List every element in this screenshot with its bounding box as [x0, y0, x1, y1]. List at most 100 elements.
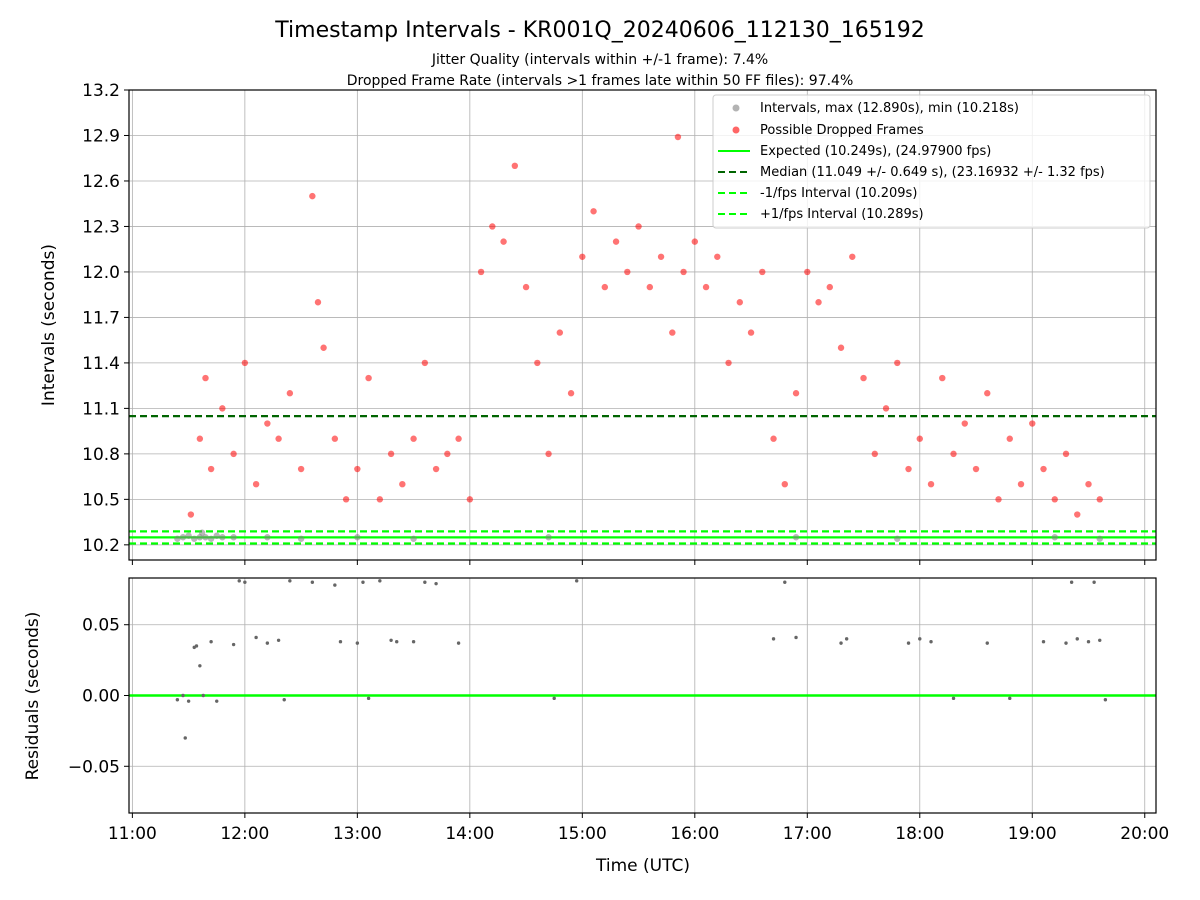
x-tick-label: 19:00 [1008, 824, 1057, 844]
residual-point [310, 580, 315, 584]
dropped-frame-point [444, 450, 451, 458]
residual-point [194, 644, 199, 648]
residuals-y-ticks: −0.05 0.00 0.05 [68, 616, 129, 777]
residual-point [411, 640, 416, 644]
residual-point [1075, 637, 1079, 641]
dropped-frame-point [320, 344, 327, 351]
residual-point [1069, 580, 1074, 584]
chart-title: Timestamp Intervals - KR001Q_20240606_11… [274, 18, 924, 43]
dropped-frame-point [691, 238, 699, 245]
dropped-frame-point [916, 435, 923, 442]
dropped-frame-point [500, 238, 507, 245]
residual-point [1008, 696, 1012, 701]
dropped-frame-point [702, 283, 710, 291]
residual-point [366, 696, 371, 701]
dropped-frame-point [466, 496, 474, 503]
dropped-frame-point [556, 329, 564, 336]
residual-point [906, 641, 911, 645]
dropped-frame-point [837, 344, 845, 351]
dropped-frame-point [1074, 511, 1081, 518]
intervals-y-tick-label: 12.9 [82, 126, 120, 146]
legend-label-plus-fps: +1/fps Interval (10.289s) [760, 207, 924, 222]
residuals-y-axis-label: Residuals (seconds) [23, 612, 43, 781]
dropped-frame-point [635, 223, 642, 230]
residual-point [574, 579, 579, 583]
intervals-panel: 10.2 10.5 10.8 11.1 11.4 11.7 12.0 12.3 12.6 12.9… [39, 81, 1157, 565]
residual-point [361, 580, 365, 584]
residual-point [186, 699, 191, 703]
interval-point [179, 534, 187, 541]
dropped-frame-point [187, 511, 195, 518]
residual-point [231, 642, 236, 647]
legend-label-minus-fps: -1/fps Interval (10.209s) [760, 186, 917, 201]
dropped-frame-point [781, 480, 788, 488]
residuals-y-tick-label: 0.00 [82, 687, 120, 707]
residual-point [1103, 698, 1108, 702]
interval-point [354, 534, 361, 541]
interval-point [894, 535, 901, 542]
dropped-frame-point [1062, 450, 1070, 458]
dropped-frame-points [187, 133, 1103, 518]
dropped-frame-point [489, 223, 496, 230]
dropped-frame-point [511, 162, 519, 170]
dropped-frame-point [984, 390, 991, 397]
residual-point [918, 637, 922, 641]
interval-point [1096, 535, 1103, 542]
residual-point [183, 736, 187, 740]
dropped-frame-point [905, 465, 912, 473]
dropped-frame-point [196, 435, 204, 442]
dropped-frame-point [286, 390, 294, 397]
residual-point [198, 664, 202, 668]
dropped-frame-point [714, 253, 721, 260]
intervals-y-tick-label: 12.6 [82, 172, 120, 192]
dropped-frame-point [961, 420, 968, 427]
intervals-y-tick-label: 10.2 [82, 536, 120, 556]
dropped-frame-point [207, 465, 215, 473]
dropped-frame-point [354, 465, 361, 473]
legend-label-dropped: Possible Dropped Frames [760, 123, 924, 138]
x-tick-label: 20:00 [1120, 824, 1169, 844]
dropped-frame-point [657, 253, 665, 260]
residual-point [338, 640, 343, 644]
residual-point [355, 641, 360, 645]
dropped-frame-point [894, 359, 901, 367]
intervals-x-ticks [131, 560, 1146, 565]
legend-label-median: Median (11.049 +/- 0.649 s), (23.16932 +… [760, 165, 1105, 180]
residual-point [243, 580, 247, 584]
x-tick-label: 18:00 [895, 824, 944, 844]
dropped-frame-point [230, 450, 237, 458]
interval-point [297, 535, 305, 542]
dropped-frame-point [927, 480, 935, 488]
dropped-frame-point [950, 450, 957, 458]
dropped-frame-point [1029, 420, 1036, 427]
interval-point [174, 535, 181, 542]
residual-point [254, 635, 258, 640]
dropped-frame-point [624, 268, 631, 276]
x-tick-label: 12:00 [220, 824, 269, 844]
interval-point [191, 535, 198, 542]
legend: Intervals, max (12.890s), min (10.218s) … [712, 94, 1151, 229]
dropped-frame-point [674, 133, 682, 141]
intervals-y-tick-label: 10.8 [82, 445, 120, 465]
dropped-frame-point [759, 268, 766, 276]
dropped-frame-point [770, 435, 777, 442]
residual-point [333, 583, 337, 587]
intervals-y-axis-label: Intervals (seconds) [39, 244, 59, 406]
residuals-y-tick-label: −0.05 [68, 757, 120, 777]
dropped-frame-point [1051, 496, 1058, 503]
residual-points [175, 579, 1108, 740]
dropped-frame-point [219, 405, 226, 412]
residual-point [215, 699, 219, 703]
dropped-frame-point [365, 374, 372, 382]
x-tick-label: 15:00 [558, 824, 607, 844]
dropped-frame-point [314, 299, 322, 306]
interval-point [264, 534, 271, 541]
residual-point [929, 640, 933, 644]
residual-point [237, 579, 241, 583]
residual-point [201, 693, 205, 698]
residual-point [434, 581, 438, 586]
dropped-frame-point [680, 268, 687, 276]
residuals-panel: −0.050.000.05 11:00 12:00 13:00 14:00 15:00 1… [23, 577, 1169, 876]
dropped-frame-point [747, 329, 755, 336]
